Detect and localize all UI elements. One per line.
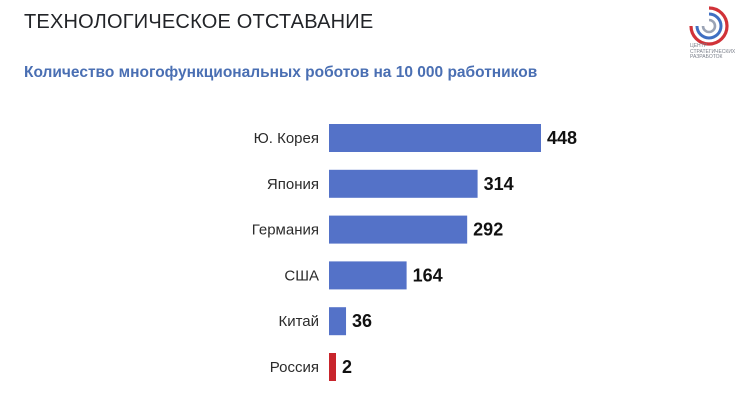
logo-text: ЦЕНТР СТРАТЕГИЧЕСКИХ РАЗРАБОТОК [690,43,736,60]
logo-icon [689,6,729,46]
bar [329,215,468,244]
bar [329,124,541,152]
category-label: Ю. Корея [254,130,319,147]
data-label: 314 [484,174,514,194]
data-label: 2 [342,357,352,377]
logo-blue-arc [695,12,723,40]
category-label: Китай [278,313,319,330]
bar [329,261,407,290]
logo-grey-arc [701,18,717,34]
category-label: Россия [270,359,319,376]
bar [329,307,347,336]
data-label: 448 [547,128,577,148]
category-label: Япония [267,176,319,193]
data-label: 36 [352,311,372,331]
logo-red-arc [689,6,729,46]
data-label: 292 [473,220,503,240]
chart-subtitle: Количество многофункциональных роботов н… [24,64,538,81]
category-label: Германия [252,222,319,239]
category-label: США [284,267,319,284]
bar [329,353,336,381]
data-label: 164 [413,265,443,285]
page-title: ТЕХНОЛОГИЧЕСКОЕ ОТСТАВАНИЕ [24,11,374,33]
bar [329,169,478,198]
